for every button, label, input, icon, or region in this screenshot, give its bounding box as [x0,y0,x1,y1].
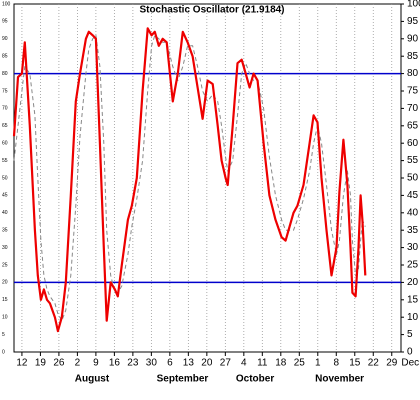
x-tick-label: 20 [201,358,213,369]
y-tick-label: 70 [2,106,8,112]
y-tick-label: 55 [2,158,8,164]
y-tick-label: 85 [407,51,419,62]
y-tick-label: 20 [2,280,8,286]
x-tick-label: 12 [16,358,28,369]
y-tick-label: 15 [2,297,8,303]
y-tick-label: 30 [2,245,8,251]
series-line [12,27,367,333]
y-tick-label: 25 [2,262,8,268]
y-tick-label: 45 [407,190,419,201]
x-tick-label: 4 [241,358,247,369]
x-tick-label: 6 [167,358,173,369]
x-tick-label: 27 [220,358,232,369]
x-tick-label: 26 [53,358,65,369]
x-tick-label: 15 [349,358,361,369]
y-tick-label: 5 [407,329,413,340]
y-tick-label: 15 [407,294,419,305]
x-tick-label: 1 [315,358,321,369]
y-tick-label: 60 [2,141,8,147]
series-line [13,34,366,322]
month-label: November [315,374,364,385]
month-label: September [157,374,209,385]
y-tick-label: 85 [2,54,8,60]
x-tick-label: 13 [183,358,195,369]
y-tick-label: 40 [407,207,419,218]
month-label: August [75,374,110,385]
y-tick-label: 75 [407,86,419,97]
y-tick-label: 55 [407,155,419,166]
y-tick-label: 70 [407,103,419,114]
x-tick-label: Dec [401,358,419,369]
x-tick-label: 2 [75,358,81,369]
y-tick-label: 50 [2,175,8,181]
x-tick-label: 23 [127,358,139,369]
y-tick-label: 80 [407,68,419,79]
y-tick-label: 30 [407,242,419,253]
x-tick-label: 30 [146,358,158,369]
y-tick-label: 60 [407,138,419,149]
y-tick-label: 0 [2,349,5,355]
y-tick-label: 90 [2,36,8,42]
y-tick-label: 80 [2,71,8,77]
y-tick-label: 95 [2,19,8,25]
chart-title: Stochastic Oscillator (21.9184) [139,5,284,16]
y-tick-label: 90 [407,33,419,44]
y-tick-label: 65 [2,123,8,129]
y-tick-label: 100 [2,1,11,7]
y-tick-label: 35 [2,228,8,234]
y-tick-label: 100 [407,0,420,10]
y-tick-label: 95 [407,16,419,27]
y-tick-label: 10 [407,312,419,323]
y-tick-label: 20 [407,277,419,288]
x-tick-label: 29 [386,358,398,369]
x-tick-label: 22 [368,358,380,369]
y-tick-label: 0 [407,347,413,358]
y-tick-label: 50 [407,173,419,184]
y-tick-label: 35 [407,225,419,236]
y-tick-label: 40 [2,210,8,216]
x-tick-label: 19 [35,358,47,369]
y-tick-label: 10 [2,315,8,321]
y-tick-label: 75 [2,88,8,94]
y-tick-label: 5 [2,332,5,338]
y-tick-label: 45 [2,193,8,199]
x-tick-label: 25 [294,358,306,369]
x-tick-label: 16 [109,358,121,369]
x-tick-label: 8 [333,358,339,369]
x-tick-label: 11 [257,358,268,369]
y-tick-label: 65 [407,120,419,131]
x-tick-label: 9 [93,358,99,369]
y-tick-label: 25 [407,260,419,271]
month-label: October [236,374,274,385]
x-tick-label: 18 [275,358,287,369]
